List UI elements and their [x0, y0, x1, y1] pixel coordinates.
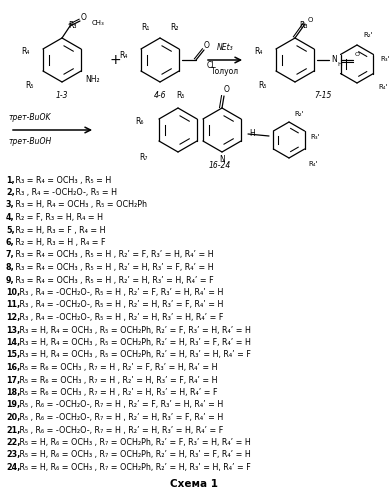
Text: R₃: R₃ — [299, 22, 307, 30]
Text: 6,: 6, — [6, 238, 15, 247]
Text: R₃ = H, R₄ = OCH₃ , R₅ = OCH₂Ph, R₂’ = F, R₃’ = H, R₄’ = H: R₃ = H, R₄ = OCH₃ , R₅ = OCH₂Ph, R₂’ = F… — [17, 326, 251, 334]
Text: 15,: 15, — [6, 350, 20, 360]
Text: O: O — [204, 42, 210, 50]
Text: 14,: 14, — [6, 338, 20, 347]
Text: R₃ , R₄ = -OCH₂O-, R₅ = H , R₂’ = H, R₃’ = F, R₄’ = H: R₃ , R₄ = -OCH₂O-, R₅ = H , R₂’ = H, R₃’… — [17, 300, 223, 310]
Text: R₅ , R₆ = -OCH₂O-, R₇ = H , R₂’ = H, R₃’ = H, R₄’ = F: R₅ , R₆ = -OCH₂O-, R₇ = H , R₂’ = H, R₃’… — [17, 426, 223, 434]
Text: R₂': R₂' — [363, 32, 373, 38]
Text: H: H — [249, 130, 255, 138]
Text: 1,: 1, — [6, 176, 15, 184]
Text: R₃ = R₄ = OCH₃ , R₅ = H: R₃ = R₄ = OCH₃ , R₅ = H — [13, 176, 112, 184]
Text: R₅ = R₆ = OCH₃ , R₇ = H , R₂’ = F, R₃’ = H, R₄’ = H: R₅ = R₆ = OCH₃ , R₇ = H , R₂’ = F, R₃’ =… — [17, 363, 217, 372]
Text: 7-15: 7-15 — [314, 92, 332, 100]
Text: R₄': R₄' — [308, 161, 317, 167]
Text: NH₂: NH₂ — [85, 74, 100, 84]
Text: R₅ , R₆ = -OCH₂O-, R₇ = H , R₂’ = H, R₃’ = F, R₄’ = H: R₅ , R₆ = -OCH₂O-, R₇ = H , R₂’ = H, R₃’… — [17, 413, 223, 422]
Text: R₂': R₂' — [294, 111, 303, 117]
Text: O: O — [81, 14, 87, 22]
Text: R₅ = H, R₆ = OCH₃ , R₇ = OCH₂Ph, R₂’ = H, R₃’ = H, R₄’ = F: R₅ = H, R₆ = OCH₃ , R₇ = OCH₂Ph, R₂’ = H… — [17, 463, 250, 472]
Text: R₇: R₇ — [140, 154, 148, 162]
Text: трет-BuOK: трет-BuOK — [8, 114, 51, 122]
Text: O: O — [307, 17, 313, 23]
Text: R₅ = R₆ = OCH₃ , R₇ = H , R₂’ = H, R₃’ = F, R₄’ = H: R₅ = R₆ = OCH₃ , R₇ = H , R₂’ = H, R₃’ =… — [17, 376, 217, 384]
Text: R₃ , R₄ = -OCH₂O-, R₅ = H , R₂’ = H, R₃’ = H, R₄’ = F: R₃ , R₄ = -OCH₂O-, R₅ = H , R₂’ = H, R₃’… — [17, 313, 223, 322]
Text: R₃ , R₄ = -OCH₂O-, R₅ = H: R₃ , R₄ = -OCH₂O-, R₅ = H — [13, 188, 117, 197]
Text: 7,: 7, — [6, 250, 15, 260]
Text: R₅ = H, R₆ = OCH₃ , R₇ = OCH₂Ph, R₂’ = H, R₃’ = F, R₄’ = H: R₅ = H, R₆ = OCH₃ , R₇ = OCH₂Ph, R₂’ = H… — [17, 450, 250, 460]
Text: R₂: R₂ — [170, 24, 179, 32]
Text: 13,: 13, — [6, 326, 20, 334]
Text: R₂ = H, R₃ = H , R₄ = F: R₂ = H, R₃ = H , R₄ = F — [13, 238, 106, 247]
Text: Толуол: Толуол — [211, 68, 239, 76]
Text: NEt₃: NEt₃ — [217, 44, 233, 52]
Text: R₃': R₃' — [310, 134, 319, 140]
Text: 5,: 5, — [6, 226, 15, 234]
Text: R₂ = H, R₃ = F , R₄ = H: R₂ = H, R₃ = F , R₄ = H — [13, 226, 106, 234]
Text: 20,: 20, — [6, 413, 20, 422]
Text: R₅ = H, R₆ = OCH₃ , R₇ = OCH₂Ph, R₂’ = F, R₃’ = H, R₄’ = H: R₅ = H, R₆ = OCH₃ , R₇ = OCH₂Ph, R₂’ = F… — [17, 438, 250, 447]
Text: 10,: 10, — [6, 288, 20, 297]
Text: R₃': R₃' — [380, 56, 389, 62]
Text: R₅ = R₆ = OCH₃ , R₇ = H , R₂’ = H, R₃’ = H, R₄’ = F: R₅ = R₆ = OCH₃ , R₇ = H , R₂’ = H, R₃’ =… — [17, 388, 217, 397]
Text: R₃ = H, R₄ = OCH₃ , R₅ = OCH₂Ph, R₂’ = H, R₃’ = F, R₄’ = H: R₃ = H, R₄ = OCH₃ , R₅ = OCH₂Ph, R₂’ = H… — [17, 338, 251, 347]
Text: R₄: R₄ — [22, 48, 30, 56]
Text: 24,: 24, — [6, 463, 20, 472]
Text: R₃ = H, R₄ = OCH₃ , R₅ = OCH₂Ph, R₂’ = H, R₃’ = H, R₄’ = F: R₃ = H, R₄ = OCH₃ , R₅ = OCH₂Ph, R₂’ = H… — [17, 350, 251, 360]
Text: O: O — [224, 86, 230, 94]
Text: 4,: 4, — [6, 213, 15, 222]
Text: R₃ , R₄ = -OCH₂O-, R₅ = H , R₂’ = F, R₃’ = H, R₄’ = H: R₃ , R₄ = -OCH₂O-, R₅ = H , R₂’ = F, R₃’… — [17, 288, 223, 297]
Text: R₃: R₃ — [68, 22, 77, 30]
Text: Схема 1: Схема 1 — [170, 479, 218, 489]
Text: N: N — [219, 156, 225, 164]
Text: Cl: Cl — [207, 62, 214, 70]
Text: R₂ = F, R₃ = H, R₄ = H: R₂ = F, R₃ = H, R₄ = H — [13, 213, 103, 222]
Text: 23,: 23, — [6, 450, 20, 460]
Text: R₅ , R₆ = -OCH₂O-, R₇ = H , R₂’ = F, R₃’ = H, R₄’ = H: R₅ , R₆ = -OCH₂O-, R₇ = H , R₂’ = F, R₃’… — [17, 400, 223, 409]
Text: R₄: R₄ — [255, 48, 263, 56]
Text: 3,: 3, — [6, 200, 15, 209]
Text: 11,: 11, — [6, 300, 20, 310]
Text: 16,: 16, — [6, 363, 20, 372]
Text: N: N — [331, 54, 337, 64]
Text: R₅: R₅ — [259, 82, 267, 90]
Text: R₆: R₆ — [135, 118, 144, 126]
Text: R₃ = H, R₄ = OCH₃ , R₅ = OCH₂Ph: R₃ = H, R₄ = OCH₃ , R₅ = OCH₂Ph — [13, 200, 147, 209]
Text: трет-BuOH: трет-BuOH — [8, 138, 51, 146]
Text: 12,: 12, — [6, 313, 20, 322]
Text: 18,: 18, — [6, 388, 20, 397]
Text: R₄': R₄' — [378, 84, 387, 90]
Text: 2,: 2, — [6, 188, 15, 197]
Text: 16-24: 16-24 — [209, 162, 231, 170]
Text: R₃ = R₄ = OCH₃ , R₅ = H , R₂’ = H, R₃’ = H, R₄’ = F: R₃ = R₄ = OCH₃ , R₅ = H , R₂’ = H, R₃’ =… — [13, 276, 214, 284]
Text: 8,: 8, — [6, 263, 15, 272]
Text: 21,: 21, — [6, 426, 20, 434]
Text: 9,: 9, — [6, 276, 15, 284]
Text: R₃ = R₄ = OCH₃ , R₅ = H , R₂’ = H, R₃’ = F, R₄’ = H: R₃ = R₄ = OCH₃ , R₅ = H , R₂’ = H, R₃’ =… — [13, 263, 214, 272]
Text: 17,: 17, — [6, 376, 20, 384]
Text: 19,: 19, — [6, 400, 20, 409]
Text: +: + — [109, 53, 121, 67]
Text: R₅: R₅ — [26, 82, 34, 90]
Text: R₅: R₅ — [177, 92, 185, 100]
Text: R₄: R₄ — [120, 50, 128, 59]
Text: 1-3: 1-3 — [56, 92, 68, 100]
Text: 22,: 22, — [6, 438, 20, 447]
Text: R₃ = R₄ = OCH₃ , R₅ = H , R₂’ = F, R₃’ = H, R₄’ = H: R₃ = R₄ = OCH₃ , R₅ = H , R₂’ = F, R₃’ =… — [13, 250, 214, 260]
Text: 4-6: 4-6 — [154, 92, 166, 100]
Text: CH₃: CH₃ — [92, 20, 105, 26]
Text: R₁: R₁ — [142, 24, 150, 32]
Text: O: O — [354, 52, 359, 57]
Text: H: H — [338, 62, 342, 68]
